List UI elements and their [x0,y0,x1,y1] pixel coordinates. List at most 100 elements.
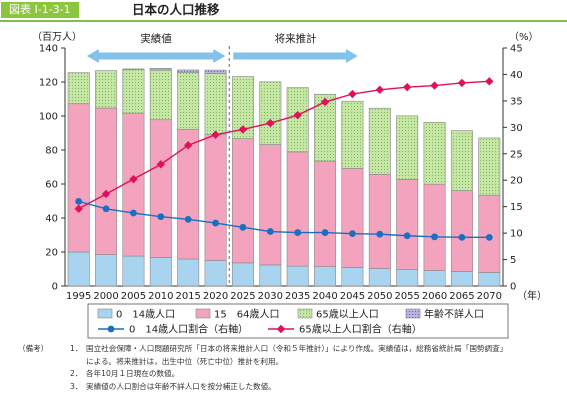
y-left-tick-label: 40 [45,214,58,225]
point-share-65-plus [101,189,111,199]
x-tick-label: 2020 [203,291,228,302]
note-text: による。将来推計は，出生中位（死亡中位）推計を利用。 [86,356,284,366]
y-right-tick-label: 45 [510,44,523,55]
y-left-tick-label: 80 [45,146,58,157]
line-share-65-plus [78,80,490,210]
bar-age-0-14 [450,271,473,287]
legend-label: 15 64歳人口 [214,309,279,321]
legend-marker [276,324,286,334]
point-share-65-plus [485,77,494,86]
bar-age-15-64 [149,119,172,258]
legend-swatch [97,308,113,319]
bar-age-15-64 [341,168,364,268]
y-left-tick-label: 140 [39,44,58,55]
point-share-65-plus [183,141,193,150]
bar-age-0-14 [204,260,227,287]
figure-header: 図表 Ⅰ-1-3-1 日本の人口推移 [0,0,567,22]
bar-age-15-64 [450,190,473,272]
point-share-65-plus [129,174,138,184]
actual-arrow [86,49,226,63]
bar-age-65-plus [67,72,90,105]
point-share-0-14 [266,228,274,235]
bar-age-15-64 [122,112,145,257]
point-share-65-plus [320,97,330,107]
x-tick-label: 2040 [312,291,337,302]
line-share-0-14 [78,200,490,239]
bar-age-15-64 [396,179,419,270]
x-tick-label: 2005 [121,291,146,302]
point-share-65-plus [430,81,439,90]
bar-age-unknown [149,68,172,71]
y-left-tick-label: 120 [39,78,58,89]
y-left-tick-label: 0 [52,282,58,293]
point-share-0-14 [294,229,302,236]
x-tick-label: 2030 [258,291,283,302]
note-text: 国立社会保障・人口問題研究所「日本の将来推計人口（令和５年推計）」により作成。実… [86,344,508,353]
projection-label: 将来推計 [275,32,317,45]
legend-label: 65歳以上人口割合（右軸） [299,323,422,336]
annotation-layer: 実績値 将来推計 [86,32,358,286]
point-share-65-plus [402,82,412,92]
y-right-tick-label: 35 [510,96,523,107]
note-number: 1． [70,344,83,353]
x-tick-label: 2055 [394,291,419,302]
bar-age-0-14 [67,251,90,287]
bar-age-65-plus [396,115,419,180]
y-left-tick-label: 20 [45,248,58,259]
bar-age-0-14 [259,264,282,287]
point-share-0-14 [431,233,438,241]
bar-age-0-14 [95,254,118,287]
point-share-0-14 [184,215,192,223]
y-right-tick-label: 5 [510,255,516,266]
bar-age-15-64 [423,183,446,271]
point-share-65-plus [375,85,385,94]
bar-age-0-14 [231,262,254,287]
point-share-65-plus [457,78,467,88]
x-tick-label: 2060 [422,291,447,302]
x-tick-label: 2000 [93,291,118,302]
bar-age-65-plus [368,107,391,175]
x-tick-label: 2050 [367,291,392,302]
notes-heading: （備考） [18,344,49,353]
legend-marker [107,325,115,333]
actual-label: 実績値 [140,32,172,45]
bar-age-65-plus [286,87,309,153]
x-tick-label: 2015 [175,291,200,302]
legend-swatch [195,308,211,319]
x-tick-label: 2025 [230,291,255,302]
bar-age-0-14 [396,269,419,287]
x-tick-label: 2070 [477,291,502,302]
bar-age-0-14 [368,268,391,287]
figure-title: 日本の人口推移 [132,2,220,17]
y-right-tick-label: 15 [510,202,523,213]
bar-age-0-14 [478,272,501,287]
bar-age-0-14 [341,267,364,287]
figure-number-badge: 図表 Ⅰ-1-3-1 [1,2,79,18]
bar-age-15-64 [231,138,254,264]
x-axis-unit: （年） [517,289,547,302]
bar-age-15-64 [67,103,90,253]
point-share-0-14 [157,213,165,221]
bar-age-0-14 [149,257,172,287]
bar-age-65-plus [259,81,282,145]
bar-age-65-plus [450,130,473,191]
bar-age-unknown [204,69,227,74]
point-share-65-plus [348,89,357,99]
bar-age-65-plus [341,100,364,169]
point-share-0-14 [239,223,247,231]
x-tick-label: 2045 [340,291,365,302]
point-share-0-14 [485,233,493,241]
point-share-65-plus [238,125,248,134]
bar-age-65-plus [204,73,227,136]
bars-layer [67,68,501,287]
legend-label: 年齢不詳人口 [424,308,484,321]
population-chart: （百万人） （%）02040608010012014005101520253035… [32,31,547,339]
point-share-65-plus [211,130,220,139]
bar-age-65-plus [95,70,118,109]
x-tick-label: 2035 [285,291,310,302]
x-tick-label: 2010 [148,291,173,302]
point-share-0-14 [102,205,110,213]
bar-age-0-14 [314,266,337,287]
y-right-axis-label: （%） [509,31,539,43]
note-number: 2． [70,369,83,378]
